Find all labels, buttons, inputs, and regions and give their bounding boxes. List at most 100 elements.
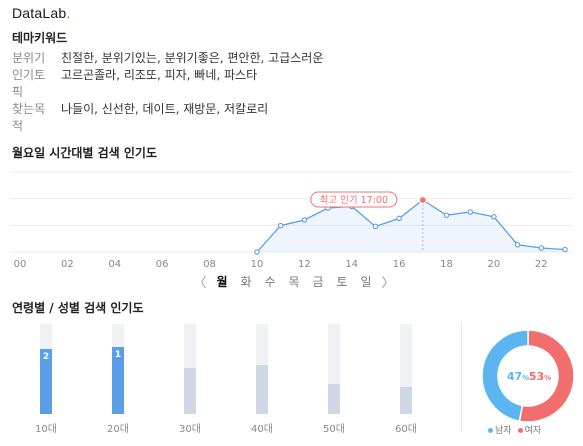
age-bar-track <box>400 324 412 414</box>
age-label: 10대 <box>35 424 57 435</box>
theme-keywords-title: 테마키워드 <box>12 31 68 45</box>
age-column: 1 20대 <box>98 318 138 446</box>
data-point[interactable] <box>538 245 545 251</box>
age-bar <box>328 384 340 414</box>
female-percent: 53% <box>529 370 551 383</box>
keyword-row-mood: 분위기 친절한, 분위기있는, 분위기좋은, 편안한, 고급스러운 <box>12 50 323 67</box>
gender-donut-svg: 47% 53% <box>481 329 575 423</box>
age-bar-chart: 2 10대 1 20대 30대 40대 50대 60대 <box>0 318 460 446</box>
female-slice[interactable] <box>518 329 575 423</box>
day-selector: 〈 월 화 수 목 금 토 일 〉 <box>190 272 398 291</box>
age-bar-track <box>184 324 196 414</box>
age-label: 50대 <box>323 424 345 435</box>
hourly-line-chart: 최고 인기 17:00 00 02 04 06 08 10 12 14 16 18 20 22 <box>0 160 583 280</box>
day-tab-tue[interactable]: 화 <box>240 275 252 289</box>
legend-male: 남자 <box>488 423 512 436</box>
data-point[interactable] <box>514 242 521 248</box>
x-tick-label: 08 <box>203 259 216 270</box>
keyword-value-topic: 고르곤졸라, 리조또, 피자, 빠네, 파스타 <box>61 68 258 82</box>
hourly-chart-svg: 최고 인기 17:00 00 02 04 06 08 10 12 14 16 18 20 22 <box>10 171 573 270</box>
day-tab-fri[interactable]: 금 <box>312 275 324 289</box>
age-gender-title: 연령별 / 성별 검색 인기도 <box>12 301 144 315</box>
legend-female: 여자 <box>517 423 542 436</box>
x-tick-label: 04 <box>108 259 121 270</box>
keyword-label-purpose-line1: 찾는목 <box>12 102 46 116</box>
day-tab-sat[interactable]: 토 <box>336 275 348 289</box>
keyword-row-purpose: 찾는목 적 나들이, 신선한, 데이트, 재방문, 저칼로리 <box>12 101 268 135</box>
data-point[interactable] <box>372 223 379 230</box>
keyword-value-purpose: 나들이, 신선한, 데이트, 재방문, 저칼로리 <box>61 102 269 116</box>
x-tick-label: 22 <box>535 259 548 270</box>
age-column: 40대 <box>242 318 282 446</box>
peak-tooltip-text: 최고 인기 17:00 <box>320 195 388 206</box>
male-percent: 47% <box>507 370 529 383</box>
day-tab-wed[interactable]: 수 <box>264 275 276 289</box>
logo-dot: . <box>66 5 71 21</box>
keyword-label-mood: 분위기 <box>12 51 46 65</box>
x-tick-label: 14 <box>345 259 358 270</box>
age-label: 60대 <box>395 424 417 435</box>
day-tab-thu[interactable]: 목 <box>288 275 300 289</box>
hourly-chart-title: 월요일 시간대별 검색 인기도 <box>12 146 158 160</box>
male-slice[interactable] <box>481 329 529 423</box>
day-tab-sun[interactable]: 일 <box>360 275 372 289</box>
keyword-label-topic-line1: 인기토 <box>12 68 46 82</box>
age-label: 40대 <box>251 424 273 435</box>
age-rank-badge: 2 <box>42 352 50 363</box>
female-dot-icon <box>517 428 523 433</box>
legend-female-label: 여자 <box>524 426 542 436</box>
logo-text: DataLab <box>12 5 67 21</box>
keyword-label-topic: 인기토 픽 <box>12 67 61 101</box>
gender-legend: 남자 여자 <box>488 423 541 436</box>
peak-tooltip <box>310 191 398 208</box>
age-label: 20대 <box>107 424 129 435</box>
peak-point[interactable] <box>418 195 427 205</box>
age-bar: 1 <box>112 346 124 414</box>
age-bar-track <box>328 324 340 414</box>
line-area-fill <box>256 200 565 252</box>
keyword-label-topic-line2: 픽 <box>12 85 24 99</box>
x-tick-label: 00 <box>14 259 27 270</box>
day-tab-mon[interactable]: 월 <box>216 275 228 289</box>
data-point[interactable] <box>301 217 308 223</box>
data-point[interactable] <box>562 246 568 253</box>
age-column: 50대 <box>314 318 354 446</box>
data-point[interactable] <box>277 222 284 229</box>
datalab-logo[interactable]: DataLab. <box>12 5 70 21</box>
section-divider <box>461 322 462 432</box>
x-tick-label: 18 <box>440 259 453 270</box>
male-dot-icon <box>488 428 493 433</box>
age-bar <box>184 368 196 414</box>
age-bar-track: 1 <box>112 324 124 414</box>
data-point[interactable] <box>443 212 450 218</box>
age-column: 2 10대 <box>26 318 66 446</box>
age-bar <box>400 387 412 414</box>
age-rank-badge: 1 <box>114 349 122 360</box>
data-point[interactable] <box>396 215 402 222</box>
line-series <box>256 199 566 253</box>
age-label: 30대 <box>179 424 201 435</box>
prev-day-button[interactable]: 〈 <box>193 276 207 291</box>
data-point[interactable] <box>254 249 260 255</box>
keyword-row-topic: 인기토 픽 고르곤졸라, 리조또, 피자, 빠네, 파스타 <box>12 67 257 101</box>
age-bar-track: 2 <box>40 324 52 414</box>
data-point[interactable] <box>467 209 473 215</box>
age-bar <box>256 364 268 414</box>
x-tick-label: 16 <box>393 259 406 270</box>
x-tick-label: 02 <box>61 259 74 270</box>
age-column: 60대 <box>386 318 426 446</box>
next-day-button[interactable]: 〉 <box>381 276 395 291</box>
data-point[interactable] <box>491 214 497 220</box>
x-tick-label: 10 <box>251 259 264 270</box>
gender-donut-chart: 47% 53% <box>474 322 582 430</box>
age-column: 30대 <box>170 318 210 446</box>
keyword-value-mood: 친절한, 분위기있는, 분위기좋은, 편안한, 고급스러운 <box>61 51 324 65</box>
x-tick-label: 12 <box>298 259 311 270</box>
x-tick-label: 06 <box>156 259 169 270</box>
age-bar-track <box>256 324 268 414</box>
keyword-label-purpose-line2: 적 <box>12 119 24 133</box>
age-bar: 2 <box>40 349 52 414</box>
legend-male-label: 남자 <box>495 426 512 436</box>
x-tick-label: 20 <box>488 259 501 270</box>
keyword-label-purpose: 찾는목 적 <box>12 101 61 135</box>
